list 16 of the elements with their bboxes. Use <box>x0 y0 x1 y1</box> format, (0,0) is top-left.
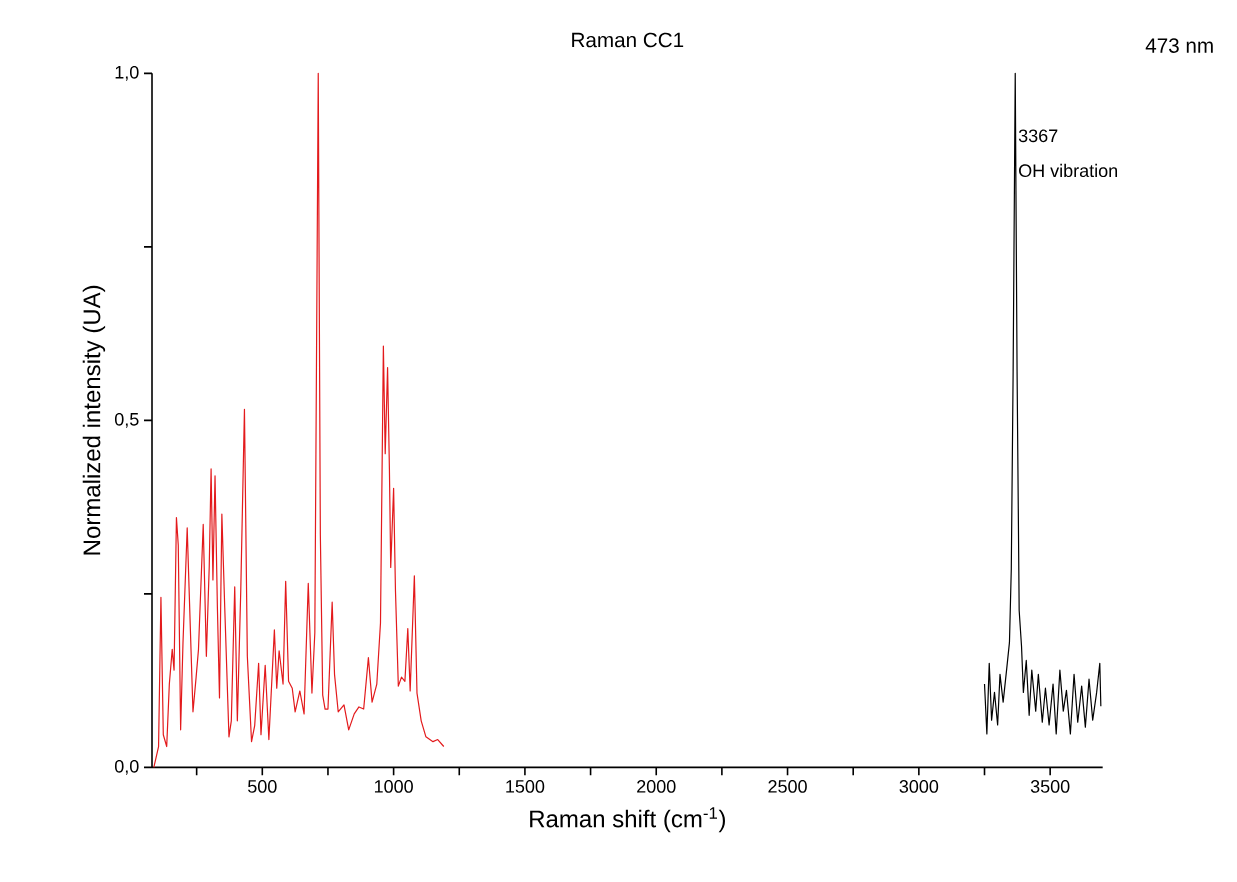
x-tick-label: 1500 <box>506 780 545 793</box>
text: 473 nm <box>1145 38 1213 53</box>
x-tick-label: 1000 <box>374 780 413 793</box>
x-tick-label: 2000 <box>637 780 676 793</box>
x-tick-label: 2500 <box>768 780 807 793</box>
x-tick-label: 3000 <box>899 780 939 793</box>
annotation: 3367 <box>1018 129 1058 143</box>
y-axis-title: Normalized intensity (UA) <box>82 285 106 555</box>
x-axis-title: Raman shift (cm$^{-1}$) <box>530 807 725 833</box>
annotation: OH vibration <box>1019 163 1118 178</box>
y-tick-label: 0,0 <box>114 759 139 775</box>
y-tick-label: 0,5 <box>114 412 139 428</box>
x-tick-label: 500 <box>248 780 277 793</box>
chart-title: Raman CC1 <box>572 32 684 48</box>
x-tick-label: 3500 <box>1030 780 1070 793</box>
y-tick-label: 1,0 <box>115 65 139 81</box>
